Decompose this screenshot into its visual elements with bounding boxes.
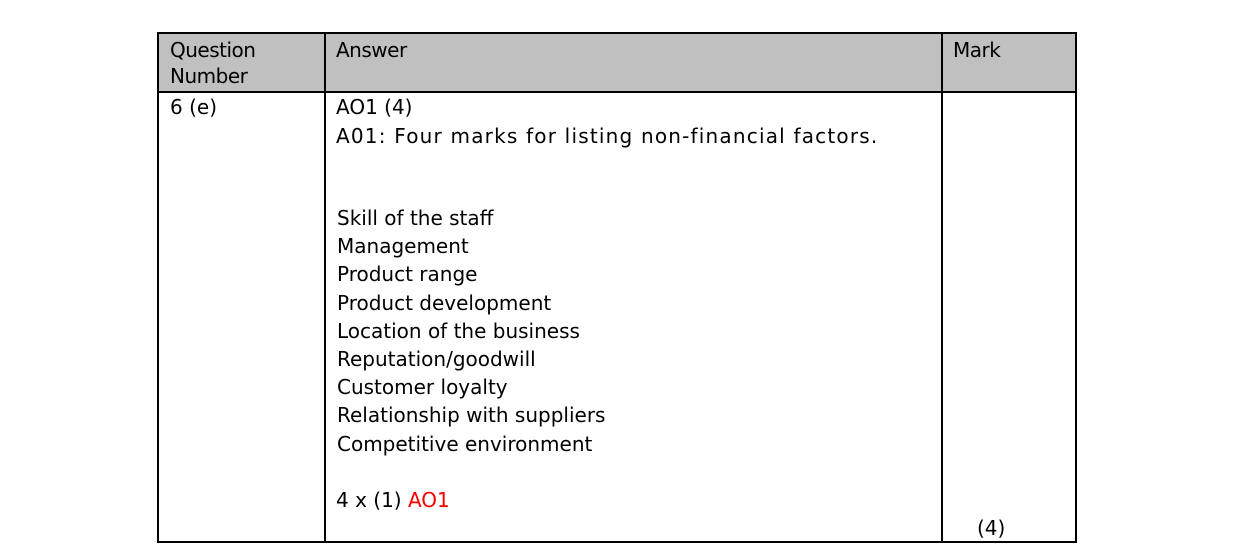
list-item: Relationship with suppliers (337, 403, 606, 428)
list-item: Location of the business (337, 318, 580, 343)
list-item: Skill of the staff (337, 206, 494, 230)
marking-scheme-prefix: 4 x (1) (336, 488, 402, 512)
table-header-row (159, 34, 1075, 93)
answer-heading: AO1 (4) (336, 95, 413, 119)
list-item: Customer loyalty (337, 375, 508, 400)
marking-scheme: 4 x (1) AO1 (336, 487, 450, 513)
mark-scheme-table: Question Number Answer Mark 6 (e) AO1 (4… (157, 32, 1077, 543)
list-item: Reputation/goodwill (337, 347, 536, 372)
list-item: Management (337, 234, 469, 259)
column-divider (324, 34, 326, 541)
marking-scheme-ao: AO1 (407, 488, 450, 512)
mark-value: (4) (977, 516, 1006, 540)
question-number: 6 (e) (170, 95, 217, 119)
list-item: Product development (337, 290, 552, 315)
list-item: Product range (337, 262, 478, 287)
list-item: Competitive environment (337, 431, 593, 456)
header-mark: Mark (953, 38, 1001, 62)
answer-description: A01: Four marks for listing non-financia… (336, 124, 879, 148)
factor-list: Skill of the staff Management Product ra… (337, 204, 605, 458)
column-divider (941, 34, 943, 541)
header-question-number: Question Number (170, 38, 256, 88)
header-answer: Answer (336, 38, 407, 62)
